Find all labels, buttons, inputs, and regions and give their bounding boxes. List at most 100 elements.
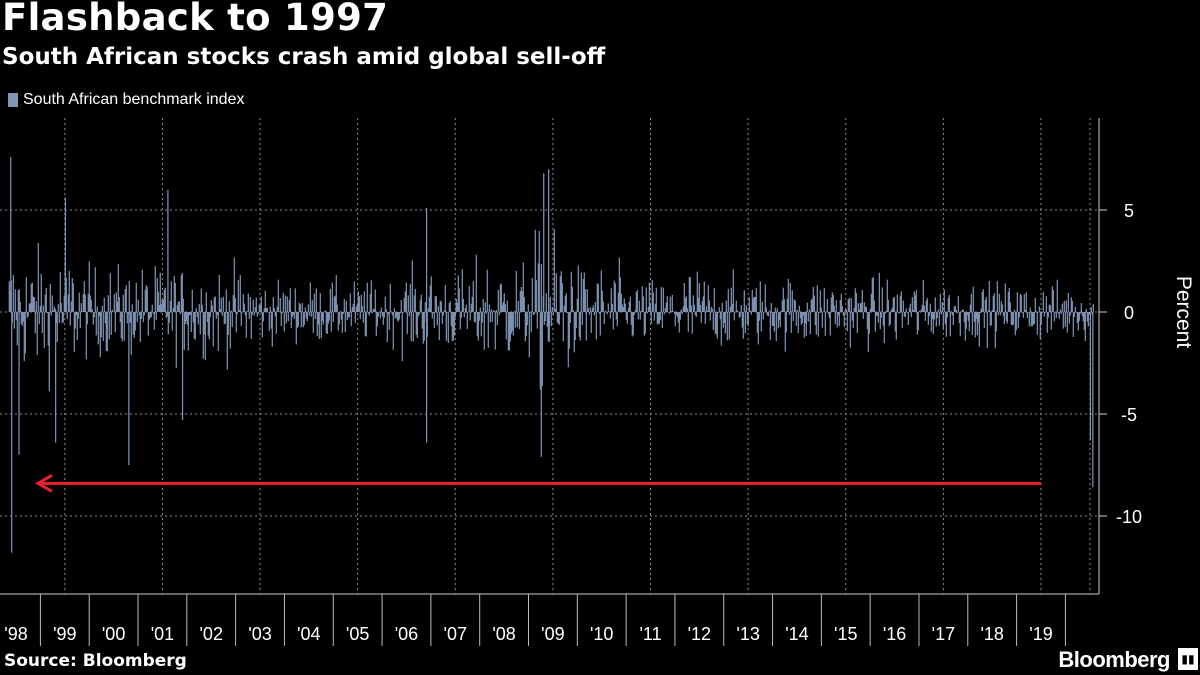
data-bar: [170, 281, 172, 312]
data-bar: [647, 306, 649, 312]
data-bar: [1037, 312, 1039, 313]
data-bar: [164, 287, 166, 312]
data-bar: [770, 302, 772, 312]
data-bar: [204, 312, 206, 361]
data-bar: [814, 312, 816, 326]
data-bar: [638, 300, 640, 312]
x-tick-label: '00: [102, 624, 125, 644]
data-bar: [379, 312, 381, 319]
axes: [0, 118, 1107, 646]
data-bar: [355, 306, 357, 312]
data-bar: [199, 312, 201, 335]
data-bar: [618, 257, 620, 312]
data-bar: [242, 294, 244, 312]
data-bar: [760, 312, 762, 332]
data-bar: [466, 312, 468, 330]
data-bar: [445, 312, 447, 341]
data-bar: [106, 312, 108, 352]
data-bar: [677, 312, 679, 323]
data-bar: [682, 306, 684, 312]
data-bar: [394, 312, 396, 319]
data-bar: [144, 289, 146, 312]
data-bar: [749, 310, 751, 312]
data-bar: [142, 312, 144, 323]
data-bar: [298, 302, 300, 312]
data-bar: [1043, 312, 1045, 317]
data-bar: [352, 303, 354, 312]
data-bar: [1042, 291, 1044, 312]
data-bar: [609, 312, 611, 319]
x-tick-label: '08: [492, 624, 515, 644]
data-bar: [734, 311, 736, 313]
data-bar: [145, 285, 147, 312]
data-bar: [291, 312, 293, 318]
data-bar: [1051, 286, 1053, 312]
data-bar: [173, 275, 175, 312]
data-bar: [982, 289, 984, 312]
data-bar: [316, 312, 318, 337]
chart-subtitle: South African stocks crash amid global s…: [2, 44, 606, 70]
data-bar: [325, 312, 327, 333]
data-bar: [521, 291, 523, 312]
data-bar: [667, 311, 669, 313]
data-bar: [187, 312, 189, 351]
data-bar: [855, 292, 857, 312]
data-bar: [1056, 279, 1058, 312]
data-bar: [66, 312, 68, 319]
data-bar: [722, 312, 724, 328]
data-bar: [382, 312, 384, 325]
data-bar: [1061, 303, 1063, 312]
data-bar: [389, 283, 391, 312]
data-bar: [562, 312, 564, 342]
data-bar: [750, 312, 752, 315]
data-bar: [528, 312, 530, 358]
data-bar: [1053, 312, 1055, 322]
data-bar: [1089, 312, 1092, 441]
data-bar: [313, 293, 315, 312]
data-bar: [613, 280, 615, 312]
data-bar: [919, 311, 921, 312]
data-bar: [1035, 310, 1037, 312]
data-bar: [287, 312, 289, 322]
data-bar: [17, 290, 19, 312]
data-bar: [666, 296, 668, 312]
data-bar: [401, 312, 403, 362]
data-bar: [798, 305, 800, 312]
data-bar: [306, 312, 308, 322]
x-tick-label: '17: [932, 624, 955, 644]
data-bar: [408, 312, 410, 317]
data-bar: [449, 301, 451, 312]
data-bar: [53, 306, 55, 312]
data-bar: [717, 312, 719, 314]
data-bar: [560, 271, 562, 312]
data-bar: [86, 312, 88, 325]
data-bar: [758, 312, 760, 321]
legend: South African benchmark index: [8, 91, 244, 109]
data-bar: [649, 304, 651, 312]
data-bar: [748, 297, 750, 312]
data-bar: [859, 303, 861, 312]
data-bar: [651, 280, 653, 312]
data-bar: [986, 312, 988, 349]
data-bar: [283, 312, 285, 332]
data-bar: [631, 312, 633, 337]
data-bar: [421, 312, 423, 329]
data-bar: [569, 312, 571, 323]
data-bar: [98, 312, 100, 316]
data-bar: [942, 312, 944, 330]
data-bar: [246, 311, 248, 312]
data-bar: [888, 312, 890, 327]
x-tick-label: '16: [883, 624, 906, 644]
data-bar: [818, 312, 820, 313]
data-bar: [1073, 312, 1075, 317]
data-bar: [69, 312, 71, 326]
data-bar: [680, 309, 682, 312]
data-bar: [885, 310, 887, 312]
data-bar: [384, 296, 386, 312]
data-bar: [54, 308, 56, 312]
data-bar: [198, 303, 200, 312]
data-bar: [1009, 302, 1011, 312]
data-bar: [78, 292, 80, 312]
data-bar: [917, 312, 919, 331]
data-bar: [1019, 293, 1021, 312]
